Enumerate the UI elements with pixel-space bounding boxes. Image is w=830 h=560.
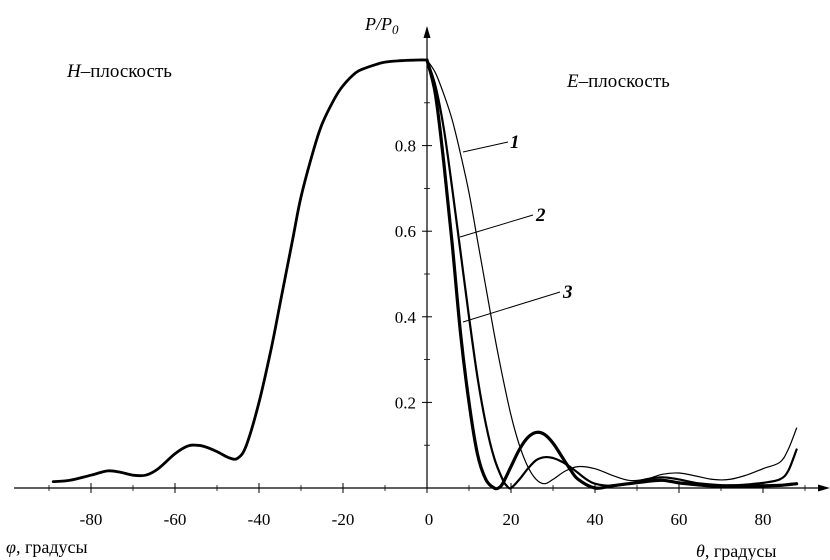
e-plane-symbol: E bbox=[566, 71, 579, 92]
callout-line-3 bbox=[462, 291, 561, 323]
callout-line-2 bbox=[459, 214, 534, 238]
e-plane-text: –плоскость bbox=[578, 71, 671, 92]
y-tick-label-0: 0.2 bbox=[395, 393, 416, 412]
phi-symbol: φ bbox=[6, 537, 16, 557]
curve-label-1: 1 bbox=[510, 132, 520, 153]
curve-label-3: 3 bbox=[562, 282, 573, 303]
axes bbox=[14, 26, 830, 492]
x-tick-label-8: 80 bbox=[755, 510, 772, 529]
x-tick-label-5: 20 bbox=[503, 510, 520, 529]
x-axis-arrow bbox=[818, 484, 830, 492]
h-plane-symbol: H bbox=[66, 61, 82, 82]
x-tick-label-6: 40 bbox=[587, 510, 604, 529]
x-tick-label-4: 0 bbox=[425, 510, 434, 529]
y-axis-arrow bbox=[423, 26, 431, 38]
x-axis-title-right-text: , градусы bbox=[705, 541, 777, 560]
curve-label-2: 2 bbox=[535, 205, 546, 226]
x-tick-label-1: -60 bbox=[164, 510, 187, 529]
x-axis-title-right: θ, градусы bbox=[696, 541, 776, 560]
y-axis-title: P/P0 bbox=[364, 14, 399, 37]
x-tick-label-0: -80 bbox=[80, 510, 103, 529]
ticks: -80 -60 -40 -20 0 20 40 60 80 0.2 0.4 0.6 0.8 bbox=[48, 102, 806, 529]
y-axis-title-sub: 0 bbox=[392, 22, 399, 37]
y-tick-label-1: 0.4 bbox=[395, 308, 417, 327]
y-axis-title-main: P/P bbox=[364, 14, 392, 34]
h-plane-label: H–плоскость bbox=[66, 61, 172, 82]
x-tick-label-3: -20 bbox=[332, 510, 355, 529]
y-tick-label-3: 0.8 bbox=[395, 137, 416, 156]
x-tick-label-2: -40 bbox=[248, 510, 271, 529]
e-plane-label: E–плоскость bbox=[566, 71, 670, 92]
y-tick-label-2: 0.6 bbox=[395, 222, 416, 241]
series-line-3 bbox=[425, 58, 799, 491]
h-plane-text: –плоскость bbox=[80, 61, 173, 82]
x-axis-title-left: φ, градусы bbox=[6, 537, 88, 557]
theta-symbol: θ bbox=[696, 541, 705, 560]
x-axis-title-left-text: , градусы bbox=[16, 537, 88, 557]
series-line-1 bbox=[426, 59, 798, 485]
series-line-0 bbox=[51, 58, 429, 483]
series-line-2 bbox=[425, 58, 798, 490]
curves bbox=[51, 58, 799, 491]
callout-line-1 bbox=[462, 141, 509, 153]
x-tick-label-7: 60 bbox=[671, 510, 688, 529]
curve-callouts: 1 2 3 bbox=[459, 132, 573, 323]
